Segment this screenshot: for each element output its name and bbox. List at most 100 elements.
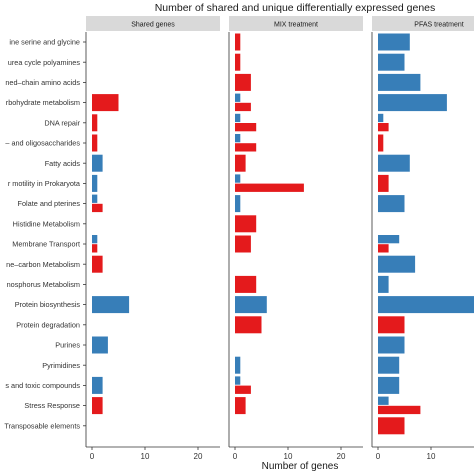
- bar-red: [235, 235, 251, 253]
- x-axis-label: Number of genes: [262, 461, 339, 472]
- bar-red: [378, 174, 389, 192]
- x-tick-label: 0: [376, 452, 381, 461]
- category-label: Histidine Metabolism: [13, 219, 80, 228]
- bar-red: [235, 385, 251, 394]
- bar-red: [378, 316, 405, 334]
- bar-blue: [235, 376, 241, 385]
- bar-red: [235, 154, 246, 172]
- bar-blue: [235, 174, 241, 183]
- bar-blue: [235, 296, 267, 314]
- bar-blue: [378, 73, 421, 91]
- bar-red: [92, 255, 103, 273]
- bar-red: [92, 397, 103, 415]
- panel-strip: [372, 16, 474, 31]
- bar-blue: [92, 235, 98, 244]
- bars: [235, 33, 304, 415]
- category-label: ine serine and glycine: [9, 38, 80, 47]
- bar-red: [92, 203, 103, 213]
- panels: Shared genes 0 10 20 MIX treatment 0 10 20 PFAS …: [85, 16, 474, 461]
- bar-blue: [92, 336, 108, 354]
- category-label: Protein degradation: [16, 320, 80, 329]
- bar-red: [92, 94, 119, 112]
- category-label: Stress Response: [24, 401, 80, 410]
- bar-red: [378, 244, 389, 253]
- bar-red: [235, 33, 241, 51]
- x-tick-label: 10: [427, 452, 436, 461]
- bar-red: [235, 123, 257, 132]
- bar-blue: [378, 33, 410, 51]
- category-label: Membrane Transport: [12, 240, 80, 249]
- bar-blue: [235, 113, 241, 123]
- category-label: ned–chain amino acids: [5, 78, 80, 87]
- bar-red: [235, 316, 262, 334]
- bar-red: [92, 244, 98, 253]
- bar-red: [235, 102, 251, 112]
- category-label: – and oligosaccharides: [5, 139, 80, 148]
- bar-blue: [378, 296, 474, 314]
- category-label: r motility in Prokaryota: [8, 179, 81, 188]
- category-label: rbohydrate metabolism: [6, 98, 80, 107]
- category-label: s and toxic compounds: [5, 381, 80, 390]
- bar-blue: [92, 296, 130, 314]
- category-label: Protein biosynthesis: [15, 300, 81, 309]
- bar-blue: [378, 255, 416, 273]
- bar-blue: [378, 356, 400, 374]
- bar-blue: [378, 53, 405, 71]
- bar-red: [378, 417, 405, 435]
- bar-blue: [92, 194, 98, 203]
- bar-blue: [235, 93, 241, 102]
- category-label: urea cycle polyamines: [8, 58, 81, 67]
- bar-red: [235, 143, 257, 152]
- bar-blue: [235, 356, 241, 374]
- bar-red: [235, 215, 257, 233]
- x-tick-label: 0: [90, 452, 95, 461]
- bar-red: [235, 73, 251, 91]
- category-label: Transposable elements: [4, 421, 80, 430]
- panel-strip: [229, 16, 363, 31]
- bar-red: [235, 275, 257, 293]
- panel-1: Shared genes 0 10 20: [85, 16, 220, 461]
- bar-blue: [92, 174, 98, 192]
- chart-title: Number of shared and unique differential…: [155, 2, 436, 14]
- bar-red: [378, 134, 384, 152]
- bar-blue: [378, 195, 405, 213]
- bars: [378, 33, 474, 435]
- category-label: ne–carbon Metabolism: [6, 260, 80, 269]
- bar-blue: [235, 195, 241, 213]
- panel-title: PFAS treatment: [414, 21, 463, 28]
- bar-blue: [378, 235, 400, 244]
- category-label: nosphorus Metabolism: [7, 280, 80, 289]
- bar-blue: [378, 275, 389, 293]
- category-label: DNA repair: [44, 118, 80, 127]
- x-tick-label: 0: [233, 452, 238, 461]
- x-tick-label: 10: [284, 452, 293, 461]
- bar-blue: [378, 113, 384, 123]
- bar-red: [235, 397, 246, 415]
- category-labels: ine serine and glycine urea cycle polyami…: [4, 38, 86, 430]
- bar-blue: [378, 396, 389, 405]
- bar-red: [235, 183, 304, 192]
- bar-red: [378, 123, 389, 132]
- category-label: Purines: [55, 341, 80, 350]
- category-label: Pyrimidines: [42, 361, 80, 370]
- bar-blue: [378, 94, 447, 112]
- x-tick-label: 10: [141, 452, 150, 461]
- bar-blue: [378, 376, 400, 394]
- bar-red: [92, 134, 98, 152]
- panel-strip: [86, 16, 220, 31]
- bar-blue: [92, 154, 103, 172]
- bar-red: [378, 405, 421, 415]
- bar-red: [235, 53, 241, 71]
- x-tick-label: 20: [194, 452, 203, 461]
- panel-title: MIX treatment: [274, 21, 318, 28]
- bar-blue: [92, 376, 103, 394]
- category-label: Fatty acids: [45, 159, 81, 168]
- category-label: Folate and pterines: [18, 199, 81, 208]
- bar-blue: [378, 336, 405, 354]
- bar-blue: [235, 134, 241, 143]
- panel-title: Shared genes: [131, 21, 175, 28]
- panel-2: MIX treatment 0 10 20: [228, 16, 363, 461]
- bars: [92, 94, 130, 415]
